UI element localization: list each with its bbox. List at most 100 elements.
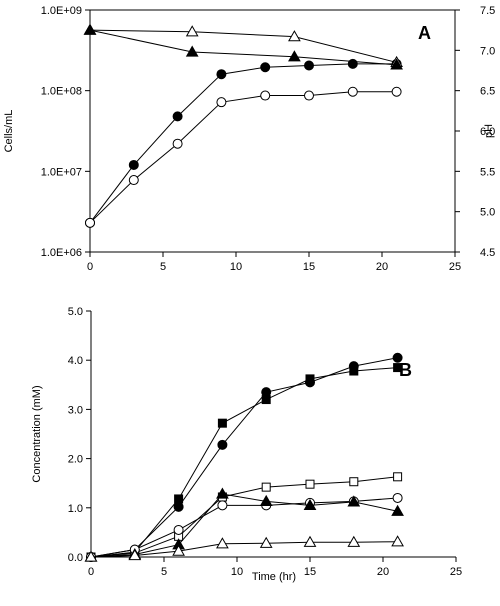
panel-a-data-point: [185, 45, 199, 57]
panel-a-y2-tick-label: 7.5: [480, 5, 495, 17]
panel-b-y-tick-label: 3.0: [68, 404, 83, 416]
panel-b-data-point: [392, 352, 403, 363]
panel-a-data-point: [260, 62, 271, 73]
panel-b-y-tick-label: 2.0: [68, 454, 83, 466]
panel-a-data-point: [304, 90, 314, 101]
panel-b: 0 5 10 15 20 25 0.0 1.0 2.0 3.0 4.0 5.0 Concentrat…: [31, 306, 462, 583]
panel-a-data-point: [83, 23, 97, 35]
panel-b-y-ticks: 0.0 1.0 2.0 3.0 4.0 5.0: [68, 306, 91, 564]
panel-b-data-point: [347, 495, 361, 507]
panel-b-data-point: [217, 418, 227, 428]
panel-a-y2-tick-label: 5.5: [480, 166, 495, 178]
panel-a-data-point: [260, 90, 271, 101]
panel-b-data-point: [347, 535, 361, 547]
panel-b-x-tick-label: 15: [304, 566, 316, 578]
panel-b-data-point: [84, 550, 98, 562]
panel-a-x-tick-label: 15: [303, 261, 315, 273]
panel-b-series-line: [90, 367, 398, 558]
panel-a-data-point: [347, 86, 358, 97]
panel-b-series-line: [90, 541, 398, 558]
panel-a-series-line: [89, 91, 397, 224]
panel-b-y-tick-label: 5.0: [68, 306, 83, 318]
panel-a-plot-frame: [89, 9, 456, 253]
panel-b-data-point: [173, 524, 184, 535]
panel-a-data-point: [216, 97, 227, 108]
panel-b-y-axis-label: Concentration (mM): [31, 385, 43, 482]
panel-b-data-point: [259, 536, 273, 548]
panel-b-x-tick-label: 10: [231, 566, 243, 578]
panel-a-y2-tick-label: 6.0: [480, 126, 495, 138]
panel-a-y2-tick-label: 7.0: [480, 45, 495, 57]
panel-b-data-point: [217, 500, 228, 511]
panel-b-data-point: [303, 535, 317, 547]
panel-b-data-point: [173, 501, 184, 512]
panel-a-y-tick-label: 1.0E+09: [41, 5, 82, 17]
panel-b-data-point: [261, 482, 271, 492]
panel-a-y-tick-label: 1.0E+07: [41, 166, 82, 178]
panel-b-data-point: [305, 479, 315, 489]
panel-a-y-tick-label: 1.0E+08: [41, 86, 82, 98]
panel-b-data-point: [349, 477, 359, 487]
panel-a-x-tick-label: 20: [376, 261, 388, 273]
panel-a-data-point: [216, 69, 227, 80]
panel-b-data-point: [174, 494, 184, 504]
panel-a-y2-tick-label: 5.0: [480, 207, 495, 219]
panel-b-x-axis-label: Time (hr): [252, 571, 296, 583]
panel-a-y2-axis-label: pH: [483, 124, 495, 138]
panel-a-series: [83, 23, 403, 228]
panel-b-x-ticks: 0 5 10 15 20 25: [88, 557, 462, 578]
panel-a-y-tick-label: 1.0E+06: [41, 247, 82, 259]
panel-a-series-line: [89, 29, 397, 66]
panel-a-data-point: [390, 58, 403, 70]
panel-b-data-point: [261, 395, 271, 405]
panel-b-data-point: [393, 472, 403, 482]
panel-a-y2-tick-label: 6.5: [480, 86, 495, 98]
panel-b-x-tick-label: 20: [377, 566, 389, 578]
panel-a-x-tick-label: 25: [449, 261, 461, 273]
panel-b-data-point: [391, 535, 404, 547]
panel-a-y-ticks: 1.0E+06 1.0E+07 1.0E+08 1.0E+09: [41, 5, 90, 259]
panel-a: 0 5 10 15 20 25 1.0E+061.0E+071.0E+081.0E+09 …: [3, 5, 495, 273]
panel-b-series-line: [90, 476, 398, 558]
panel-a-data-point: [391, 86, 402, 97]
panel-b-data-point: [303, 498, 317, 510]
panel-a-data-point: [85, 217, 95, 228]
panel-a-x-ticks: 0 5 10 15 20 25: [87, 252, 461, 273]
panel-a-data-point: [288, 50, 301, 62]
panel-b-data-point: [172, 544, 185, 556]
panel-a-data-point: [185, 25, 199, 37]
panel-b-series-line: [90, 497, 398, 558]
panel-a-y-axis-label: Cells/mL: [3, 110, 15, 153]
panel-a-x-tick-label: 5: [160, 261, 166, 273]
panel-a-y2-ticks: 4.5 5.0 5.5 6.0 6.5 7.0 7.5: [455, 5, 495, 259]
panel-b-x-tick-label: 0: [88, 566, 94, 578]
panel-b-data-point: [393, 363, 403, 373]
panel-b-data-point: [349, 366, 359, 376]
panel-b-y-tick-label: 0.0: [68, 552, 83, 564]
panel-b-y-tick-label: 1.0: [68, 503, 83, 515]
panel-a-data-point: [172, 111, 183, 122]
panel-a-x-tick-label: 10: [230, 261, 242, 273]
panel-a-data-point: [304, 60, 314, 71]
panel-b-series-line: [90, 357, 398, 558]
panel-b-data-point: [128, 549, 142, 561]
panel-b-label: B: [399, 360, 412, 380]
panel-b-data-point: [391, 504, 404, 516]
panel-b-data-point: [392, 492, 403, 503]
panel-b-data-point: [217, 439, 228, 450]
panel-a-y2-tick-label: 4.5: [480, 247, 495, 259]
panel-a-label: A: [418, 23, 431, 43]
panel-b-data-point: [259, 494, 273, 507]
panel-b-series: [84, 352, 404, 562]
panel-a-data-point: [128, 175, 139, 186]
panel-b-x-tick-label: 25: [450, 566, 462, 578]
panel-a-series-line: [89, 29, 397, 63]
panel-b-axes: [90, 311, 456, 558]
panel-a-data-point: [172, 138, 183, 149]
panel-a-x-tick-label: 0: [87, 261, 93, 273]
panel-b-data-point: [305, 374, 315, 384]
panel-a-data-point: [288, 30, 301, 42]
panel-b-data-point: [216, 487, 229, 499]
panel-b-series-line: [90, 493, 398, 558]
